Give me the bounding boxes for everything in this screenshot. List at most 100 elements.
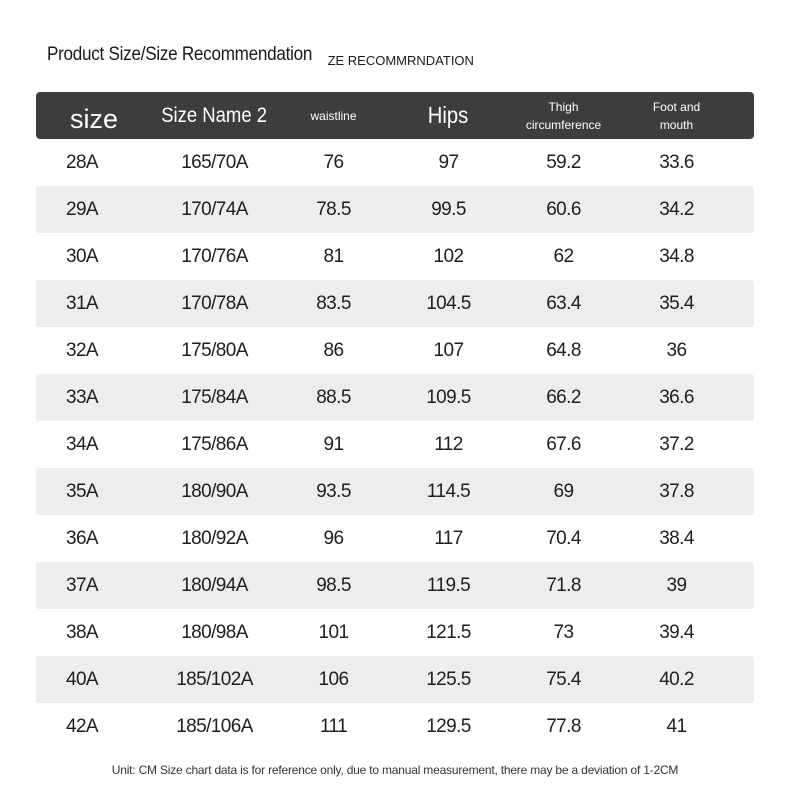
header-thigh: Thigh circumference — [507, 98, 620, 134]
cell-thigh: 71.8 — [546, 574, 581, 596]
cell-size-name: 170/74A — [181, 198, 248, 220]
cell-thigh: 73 — [553, 621, 575, 643]
header-size-name: Size Name 2 — [152, 104, 277, 128]
title-subtitle: ZE RECOMMRNDATION — [327, 53, 474, 68]
cell-size-name: 180/98A — [181, 621, 248, 643]
cell-size: 30A — [66, 245, 99, 267]
cell-size: 35A — [66, 480, 99, 502]
table-body: 28A 165/70A 76 97 59.2 33.6 29A 170/74A 78.5 99.5… — [36, 139, 754, 750]
cell-thigh: 64.8 — [546, 339, 581, 361]
cell-foot-mouth: 38.4 — [659, 527, 694, 549]
cell-waistline: 76 — [323, 151, 345, 173]
header-foot-line2: mouth — [659, 117, 694, 132]
cell-size-name: 185/106A — [176, 715, 253, 737]
cell-thigh: 70.4 — [546, 527, 581, 549]
cell-size: 36A — [66, 527, 99, 549]
table-header: size Size Name 2 waistline Hips Thigh ci… — [36, 92, 754, 139]
cell-size: 33A — [66, 386, 99, 408]
cell-thigh: 67.6 — [546, 433, 581, 455]
cell-hips: 104.5 — [426, 292, 471, 314]
cell-hips: 114.5 — [426, 480, 471, 502]
cell-foot-mouth: 40.2 — [659, 668, 694, 690]
cell-hips: 97 — [438, 151, 460, 173]
cell-thigh: 60.6 — [546, 198, 581, 220]
cell-thigh: 77.8 — [546, 715, 581, 737]
size-chart-table: size Size Name 2 waistline Hips Thigh ci… — [36, 92, 754, 750]
cell-size-name: 185/102A — [176, 668, 253, 690]
table-row: 34A 175/86A 91 112 67.6 37.2 — [36, 421, 754, 468]
cell-foot-mouth: 41 — [666, 715, 688, 737]
cell-foot-mouth: 34.2 — [659, 198, 694, 220]
cell-size: 38A — [66, 621, 99, 643]
cell-foot-mouth: 36.6 — [659, 386, 694, 408]
cell-thigh: 69 — [553, 480, 575, 502]
cell-thigh: 66.2 — [546, 386, 581, 408]
cell-size-name: 180/94A — [181, 574, 248, 596]
cell-size: 28A — [66, 151, 99, 173]
cell-foot-mouth: 34.8 — [659, 245, 694, 267]
cell-waistline: 78.5 — [316, 198, 351, 220]
header-foot: Foot and mouth — [620, 98, 733, 134]
table-row: 30A 170/76A 81 102 62 34.8 — [36, 233, 754, 280]
cell-size-name: 165/70A — [181, 151, 248, 173]
cell-size: 29A — [66, 198, 99, 220]
page-title: Product Size/Size Recommendation ZE RECO… — [47, 44, 474, 68]
cell-hips: 109.5 — [426, 386, 471, 408]
cell-waistline: 86 — [323, 339, 345, 361]
cell-thigh: 63.4 — [546, 292, 581, 314]
cell-waistline: 98.5 — [316, 574, 351, 596]
cell-hips: 129.5 — [426, 715, 471, 737]
title-main: Product Size/Size Recommendation — [47, 44, 313, 65]
cell-size: 42A — [66, 715, 99, 737]
header-hips: Hips — [390, 102, 507, 129]
cell-size-name: 180/92A — [181, 527, 248, 549]
header-size: size — [69, 104, 118, 134]
cell-size-name: 175/86A — [181, 433, 248, 455]
cell-hips: 119.5 — [426, 574, 471, 596]
cell-waistline: 111 — [319, 715, 348, 737]
table-row: 32A 175/80A 86 107 64.8 36 — [36, 327, 754, 374]
table-row: 28A 165/70A 76 97 59.2 33.6 — [36, 139, 754, 186]
table-row: 29A 170/74A 78.5 99.5 60.6 34.2 — [36, 186, 754, 233]
cell-size-name: 175/84A — [181, 386, 248, 408]
cell-waistline: 96 — [323, 527, 345, 549]
cell-size-name: 175/80A — [181, 339, 248, 361]
header-hips-label: Hips — [428, 102, 469, 128]
header-size-name-label: Size Name 2 — [161, 103, 268, 127]
table-row: 36A 180/92A 96 117 70.4 38.4 — [36, 515, 754, 562]
cell-waistline: 88.5 — [316, 386, 351, 408]
cell-foot-mouth: 35.4 — [659, 292, 694, 314]
cell-size: 40A — [66, 668, 99, 690]
cell-size: 31A — [66, 292, 99, 314]
cell-hips: 102 — [433, 245, 465, 267]
cell-foot-mouth: 39 — [666, 574, 688, 596]
cell-hips: 99.5 — [431, 198, 466, 220]
cell-size-name: 170/78A — [181, 292, 248, 314]
cell-hips: 107 — [433, 339, 465, 361]
cell-thigh: 59.2 — [546, 151, 581, 173]
table-row: 38A 180/98A 101 121.5 73 39.4 — [36, 609, 754, 656]
header-thigh-line2: circumference — [525, 117, 602, 132]
table-row: 35A 180/90A 93.5 114.5 69 37.8 — [36, 468, 754, 515]
cell-waistline: 81 — [323, 245, 345, 267]
cell-size-name: 170/76A — [181, 245, 248, 267]
cell-hips: 125.5 — [426, 668, 471, 690]
cell-waistline: 91 — [323, 433, 345, 455]
cell-thigh: 62 — [553, 245, 575, 267]
cell-size: 32A — [66, 339, 99, 361]
cell-waistline: 93.5 — [316, 480, 351, 502]
cell-waistline: 83.5 — [316, 292, 351, 314]
cell-waistline: 101 — [318, 621, 350, 643]
cell-foot-mouth: 37.2 — [659, 433, 694, 455]
cell-foot-mouth: 37.8 — [659, 480, 694, 502]
cell-foot-mouth: 33.6 — [659, 151, 694, 173]
table-row: 33A 175/84A 88.5 109.5 66.2 36.6 — [36, 374, 754, 421]
cell-hips: 112 — [434, 433, 463, 455]
table-row: 40A 185/102A 106 125.5 75.4 40.2 — [36, 656, 754, 703]
footer-note: Unit: CM Size chart data is for referenc… — [111, 763, 679, 777]
cell-size: 37A — [66, 574, 99, 596]
table-row: 42A 185/106A 111 129.5 77.8 41 — [36, 703, 754, 750]
cell-hips: 121.5 — [426, 621, 471, 643]
cell-foot-mouth: 39.4 — [659, 621, 694, 643]
header-foot-line1: Foot and — [652, 99, 701, 114]
